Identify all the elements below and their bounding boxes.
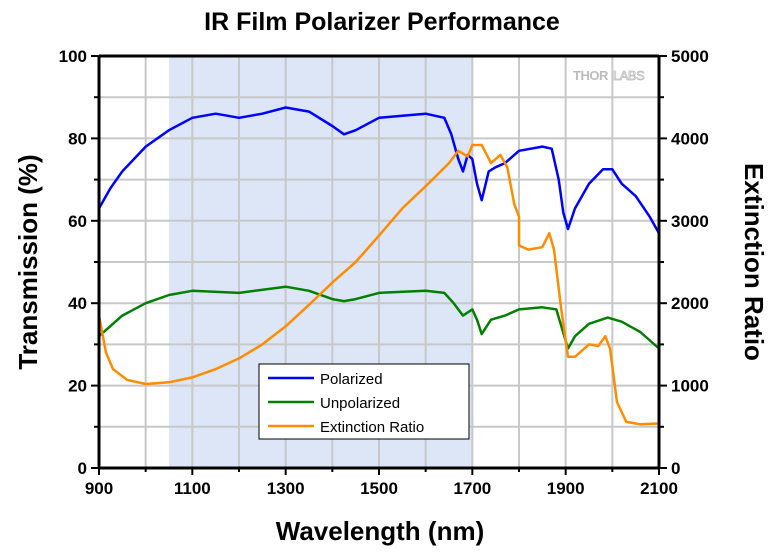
y-axis-label: Transmission (%) <box>13 154 43 369</box>
watermark-thor: THOR <box>573 68 609 83</box>
x-tick-label: 1700 <box>453 479 491 498</box>
watermark-labs: LABS <box>613 68 645 83</box>
x-tick-label: 1100 <box>174 479 211 498</box>
thorlabs-watermark: THOR LABS <box>573 68 646 84</box>
y2-tick-label: 3000 <box>671 212 709 231</box>
series-line-unpolarized <box>98 285 660 350</box>
legend: Polarized Unpolarized Extinction Ratio <box>258 363 470 440</box>
y2-tick-label: 0 <box>671 459 680 478</box>
y2-tick-label: 4000 <box>671 129 709 148</box>
y-tick-label: 100 <box>59 47 87 66</box>
x-tick-label: 2100 <box>640 479 678 498</box>
legend-label-unpolarized: Unpolarized <box>320 395 400 412</box>
x-tick-label: 1300 <box>267 479 305 498</box>
chart-title: IR Film Polarizer Performance <box>204 8 560 36</box>
legend-label-extinction-ratio: Extinction Ratio <box>320 419 424 436</box>
y-tick-label: 60 <box>68 212 87 231</box>
y-tick-label: 0 <box>78 459 87 478</box>
y2-tick-label: 1000 <box>671 377 709 396</box>
tick-labels: 900 1100 1300 1500 1700 1900 21000204060801000… <box>59 47 709 498</box>
x-tick-label: 1500 <box>360 479 398 498</box>
y-tick-label: 20 <box>68 377 87 396</box>
series-line-extinction-ratio <box>97 143 660 426</box>
y2-tick-label: 2000 <box>671 294 709 313</box>
legend-label-polarized: Polarized <box>320 371 383 388</box>
x-tick-label: 1900 <box>547 479 585 498</box>
y2-axis-label: Extinction Ratio <box>739 163 769 361</box>
y2-tick-label: 5000 <box>671 47 709 66</box>
axes <box>91 54 667 475</box>
x-axis-label: Wavelength (nm) <box>276 516 484 546</box>
y-tick-label: 80 <box>68 129 87 148</box>
series-line-polarized <box>97 106 661 234</box>
x-tick-label: 900 <box>85 479 113 498</box>
y-tick-label: 40 <box>68 294 87 313</box>
series-group <box>97 106 661 426</box>
